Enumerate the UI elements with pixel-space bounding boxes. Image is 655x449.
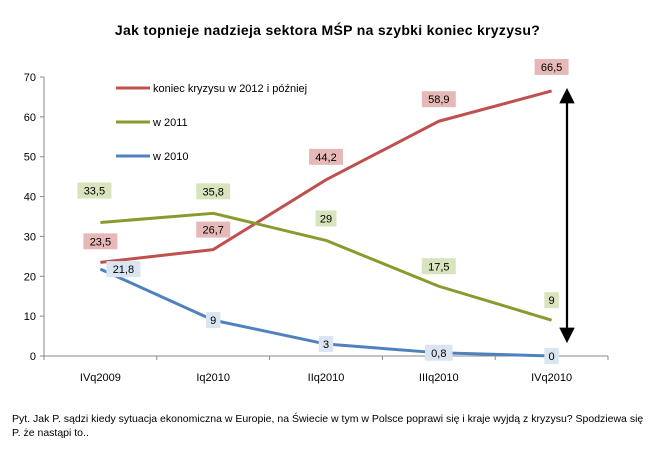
y-tick-label: 70 [24,72,36,84]
data-label-bg [77,182,112,199]
data-label: 29 [320,213,332,225]
data-label-bg [196,221,231,238]
data-label-bg [534,58,569,75]
data-label: 17,5 [428,261,449,273]
x-tick-label: IVq2010 [531,372,572,384]
y-tick-label: 20 [24,271,36,283]
data-label-bg [205,312,221,329]
data-label-bg [425,344,453,361]
x-tick-label: IVq2009 [80,372,121,384]
data-label-bg [544,292,559,309]
data-label-bg [315,210,337,227]
data-label: 66,5 [541,62,562,74]
y-tick-label: 60 [24,112,36,124]
data-label: 33,5 [84,185,105,197]
y-tick-label: 30 [24,231,36,243]
data-label: 58,9 [428,94,449,106]
x-tick-label: Iq2010 [196,372,230,384]
data-label-bg [309,148,343,165]
data-label-bg [106,261,141,278]
data-label: 21,8 [113,264,134,276]
data-label: 44,2 [315,152,336,164]
data-label: 9 [549,295,555,307]
legend-label-1: koniec kryzysu w 2012 i później [153,83,307,95]
series-line-1 [100,89,552,264]
y-tick-label: 0 [30,351,36,363]
data-label-bg [318,336,334,353]
data-label-bg [83,233,118,250]
data-label-bg [421,258,456,275]
y-tick-label: 50 [24,152,36,164]
footnote: Pyt. Jak P. sądzi kiedy sytuacja ekonomi… [12,413,644,439]
data-label: 3 [323,339,329,351]
data-label: 23,5 [90,236,111,248]
legend-label-2: w 2011 [152,117,188,129]
data-label-bg [544,348,559,364]
data-label-bg [196,183,231,200]
chart-title: Jak topnieje nadzieja sektora MŚP na szy… [114,22,541,38]
legend-label-3: w 2010 [152,151,188,163]
data-label: 26,7 [202,225,223,237]
data-label: 0,8 [431,348,446,360]
data-label: 0 [549,351,555,363]
series-line-2 [100,211,553,322]
x-tick-label: IIIq2010 [419,372,459,384]
data-label-bg [421,91,456,108]
data-label: 35,8 [202,186,223,198]
data-label: 9 [210,315,216,327]
y-tick-label: 10 [24,311,36,323]
y-tick-label: 40 [24,192,36,204]
x-tick-label: IIq2010 [308,372,345,384]
